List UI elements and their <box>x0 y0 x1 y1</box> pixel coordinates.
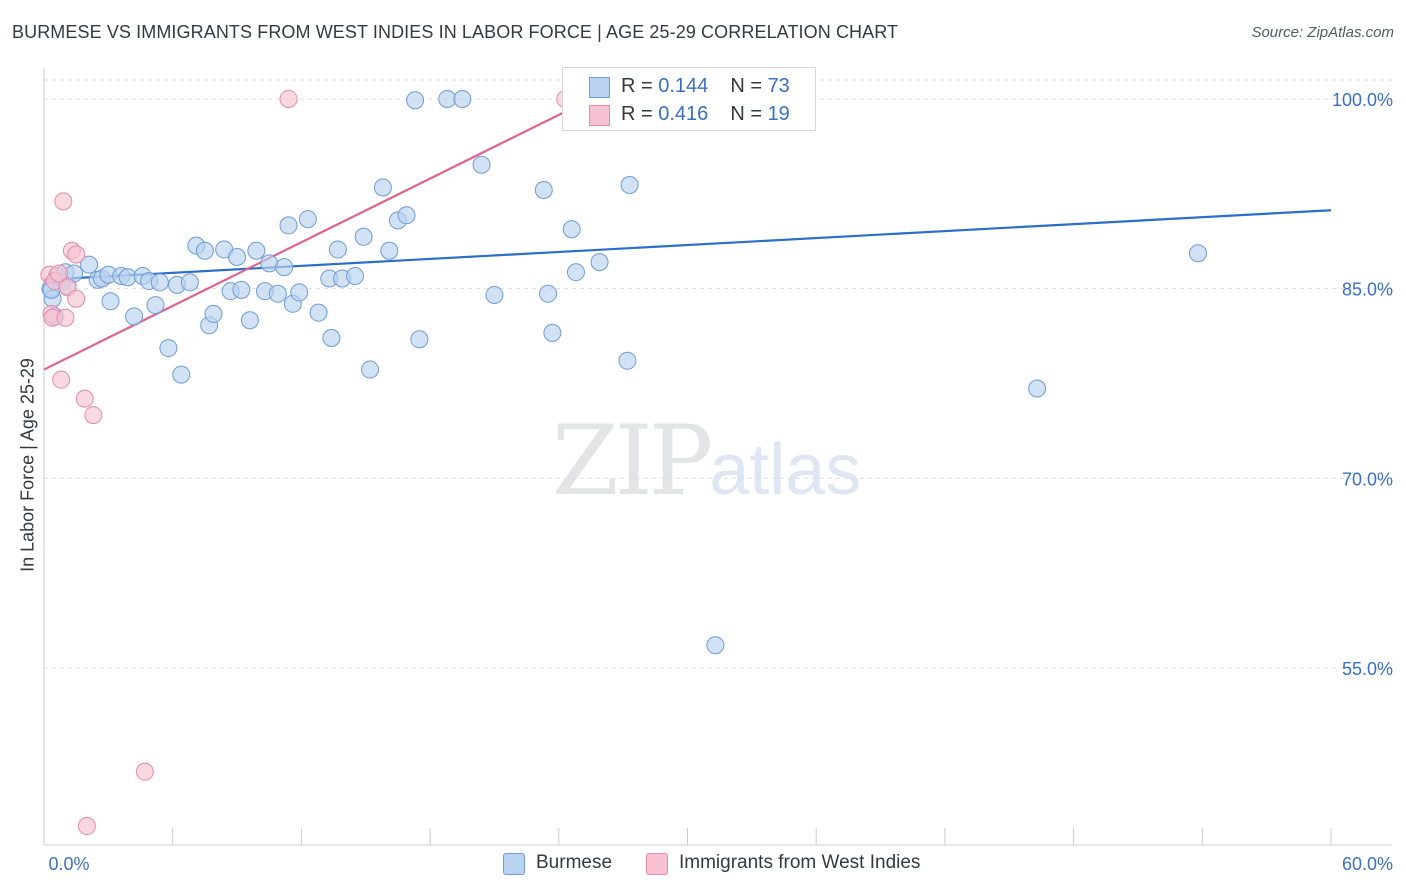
point-west-indies <box>77 817 96 836</box>
point-burmese <box>232 280 251 299</box>
legend-swatch-burmese <box>589 77 610 98</box>
point-burmese <box>1028 379 1047 398</box>
point-burmese <box>1189 244 1208 263</box>
point-burmese <box>472 155 491 174</box>
bottom-legend-swatch-west-indies <box>646 853 668 875</box>
point-burmese <box>590 253 609 272</box>
point-west-indies <box>67 289 86 308</box>
y-tick-label: 55.0% <box>1342 659 1393 679</box>
point-burmese <box>275 258 294 277</box>
point-burmese <box>146 296 165 315</box>
point-burmese <box>322 328 341 347</box>
point-burmese <box>406 91 425 110</box>
point-burmese <box>397 206 416 225</box>
point-burmese <box>298 210 317 229</box>
legend-n-value: 19 <box>767 103 790 125</box>
point-west-indies <box>279 89 298 108</box>
y-tick-label: 70.0% <box>1342 469 1393 489</box>
point-burmese <box>380 241 399 260</box>
legend-r-label: R = <box>621 75 659 97</box>
point-burmese <box>268 284 287 303</box>
legend-text-burmese: R = 0.144 N = 73 <box>621 75 790 98</box>
point-burmese <box>361 360 380 379</box>
chart-title: BURMESE VS IMMIGRANTS FROM WEST INDIES I… <box>12 22 899 42</box>
point-burmese <box>228 248 247 267</box>
point-west-indies <box>52 370 71 389</box>
point-burmese <box>195 241 214 260</box>
watermark-atlas: atlas <box>709 430 862 510</box>
watermark-zip: ZIP <box>552 405 713 517</box>
bottom-legend-label-burmese: Burmese <box>536 852 613 873</box>
point-burmese <box>118 268 137 287</box>
point-burmese <box>309 303 328 322</box>
point-burmese <box>159 339 178 358</box>
bottom-legend-label-west-indies: Immigrants from West Indies <box>679 852 921 873</box>
point-west-indies <box>67 245 86 264</box>
legend-n-label: N = <box>730 75 768 97</box>
point-burmese <box>485 285 504 304</box>
legend-swatch-west-indies <box>589 105 610 126</box>
point-burmese <box>180 273 199 292</box>
point-burmese <box>80 255 99 274</box>
point-burmese <box>260 254 279 273</box>
point-burmese <box>453 89 472 108</box>
trend-layer <box>43 97 1332 371</box>
bottom-legend-swatch-burmese <box>503 853 525 875</box>
legend-r-label: R = <box>621 103 659 125</box>
point-burmese <box>706 636 725 655</box>
legend-n-label: N = <box>730 103 768 125</box>
point-burmese <box>543 323 562 342</box>
point-burmese <box>539 284 558 303</box>
x-tick-label: 60.0% <box>1342 854 1393 874</box>
point-west-indies <box>135 762 154 781</box>
point-burmese <box>172 365 191 384</box>
point-burmese <box>373 178 392 197</box>
source-label: Source: ZipAtlas.com <box>1251 24 1394 41</box>
trend-line-burmese <box>43 209 1332 281</box>
point-burmese <box>125 307 144 326</box>
label-layer: 55.0% 70.0% 85.0% 100.0% 0.0% 60.0% <box>48 90 1393 874</box>
point-west-indies <box>50 264 69 283</box>
point-burmese <box>562 220 581 239</box>
point-burmese <box>328 240 347 259</box>
x-tick-label: 0.0% <box>48 854 89 874</box>
point-west-indies <box>84 406 103 425</box>
point-west-indies <box>54 192 73 211</box>
point-burmese <box>410 330 429 349</box>
point-burmese <box>566 263 585 282</box>
point-burmese <box>534 181 553 200</box>
point-burmese <box>346 266 365 285</box>
legend-r-value: 0.144 <box>658 75 709 97</box>
correlation-legend: R = 0.144 N = 73 R = 0.416 N = 19 <box>562 67 816 131</box>
legend-text-west-indies: R = 0.416 N = 19 <box>621 103 802 126</box>
point-burmese <box>279 216 298 235</box>
point-burmese <box>240 311 259 330</box>
legend-r-value: 0.416 <box>658 103 709 125</box>
y-tick-label: 85.0% <box>1342 280 1393 300</box>
point-burmese <box>101 292 120 311</box>
legend-n-value: 73 <box>767 75 790 97</box>
point-layer <box>40 89 1208 836</box>
watermark: ZIPatlas <box>552 405 861 517</box>
trend-line-west-indies <box>43 97 592 371</box>
grid-layer <box>44 79 1392 669</box>
y-axis-label: In Labor Force | Age 25-29 <box>17 358 38 572</box>
point-west-indies <box>56 308 75 327</box>
point-west-indies <box>75 389 94 408</box>
point-burmese <box>204 304 223 323</box>
point-burmese <box>618 351 637 370</box>
axis-layer <box>43 68 1392 846</box>
y-tick-label: 100.0% <box>1332 90 1393 110</box>
point-burmese <box>247 241 266 260</box>
point-burmese <box>290 283 309 302</box>
point-burmese <box>620 175 639 194</box>
point-burmese <box>438 89 457 108</box>
point-burmese <box>150 273 169 292</box>
point-burmese <box>354 227 373 246</box>
